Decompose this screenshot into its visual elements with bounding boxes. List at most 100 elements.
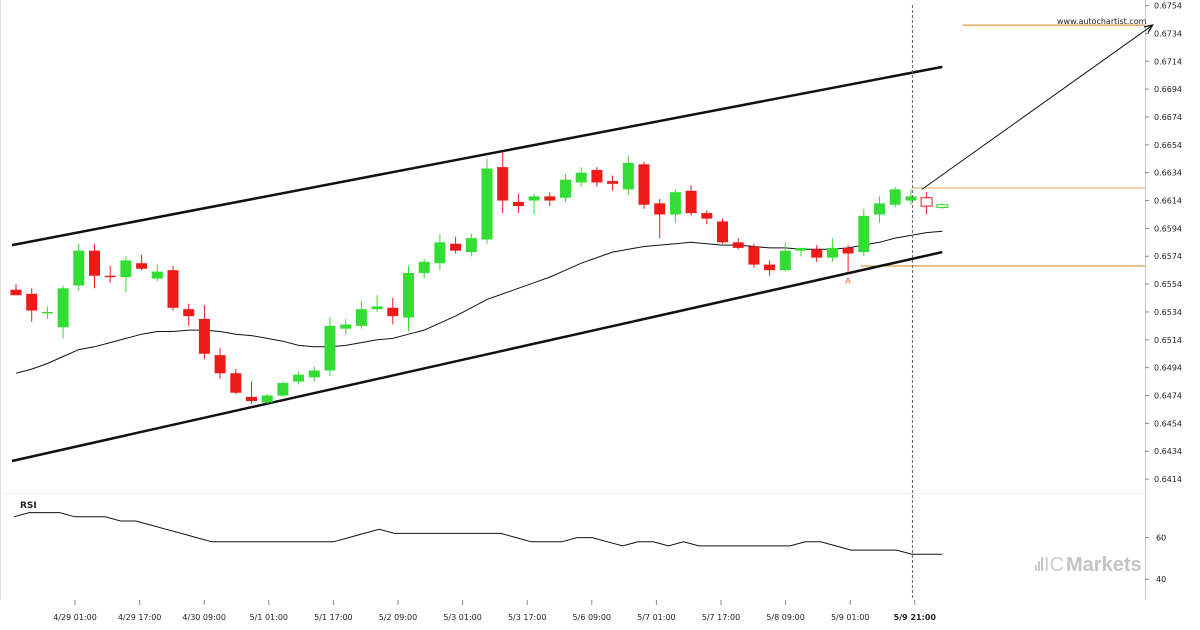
candle-body bbox=[403, 272, 414, 318]
y-tick-label: 0.6734 bbox=[1154, 29, 1182, 38]
y-tick-label: 0.6554 bbox=[1154, 280, 1182, 289]
candle-body bbox=[293, 374, 305, 382]
x-tick-label: 5/3 01:00 bbox=[443, 613, 481, 622]
y-tick-label: 0.6534 bbox=[1154, 308, 1182, 317]
candle-body bbox=[167, 270, 179, 308]
candle-body bbox=[717, 221, 728, 243]
rsi-line bbox=[13, 512, 943, 555]
candle-body bbox=[387, 307, 399, 317]
candle-body bbox=[528, 196, 540, 201]
candle-body bbox=[607, 181, 619, 184]
x-tick-label: 5/3 17:00 bbox=[508, 613, 546, 622]
y-tick-label: 0.6594 bbox=[1154, 224, 1182, 233]
candle-body bbox=[591, 169, 603, 183]
y-tick-label: 0.6694 bbox=[1154, 85, 1182, 94]
candle-body bbox=[795, 247, 807, 251]
y-tick-label: 0.6494 bbox=[1154, 364, 1182, 373]
candle-body bbox=[638, 164, 650, 205]
candle-body bbox=[261, 395, 273, 403]
y-tick-label: 0.6754 bbox=[1154, 2, 1182, 11]
candle-body bbox=[214, 355, 226, 374]
brand-logo-icon bbox=[1035, 565, 1037, 571]
brand-logo: IC Markets bbox=[1035, 554, 1142, 576]
candle-body bbox=[544, 196, 556, 201]
candle-body bbox=[418, 261, 430, 273]
brand-prefix: IC bbox=[1044, 554, 1064, 576]
y-tick-label: 0.6474 bbox=[1154, 392, 1182, 401]
y-tick-label: 0.6414 bbox=[1154, 475, 1182, 484]
candle-body bbox=[151, 271, 163, 279]
rsi-pane: RSI 60 40 bbox=[13, 501, 1166, 584]
y-tick-label: 0.6674 bbox=[1154, 113, 1182, 122]
watermark-url: www.autochartist.com bbox=[1057, 17, 1147, 26]
candle-body bbox=[669, 192, 681, 215]
pattern-point-label: A bbox=[845, 277, 851, 286]
x-tick-label: 4/30 09:00 bbox=[182, 613, 226, 622]
candle-body bbox=[779, 250, 791, 271]
candle-body bbox=[701, 213, 713, 219]
y-tick-label: 0.6454 bbox=[1154, 419, 1182, 428]
x-tick-label: 5/1 01:00 bbox=[250, 613, 288, 622]
candle-body bbox=[622, 162, 634, 190]
candle-body bbox=[246, 396, 257, 402]
x-tick-label: 5/9 21:00 bbox=[894, 613, 937, 622]
candle-body bbox=[936, 204, 949, 209]
candle-body bbox=[654, 203, 666, 215]
candle-body bbox=[481, 168, 493, 240]
x-tick-label: 5/1 17:00 bbox=[314, 613, 352, 622]
candle-body bbox=[340, 324, 352, 329]
candle-body bbox=[183, 309, 195, 317]
candle-body bbox=[811, 249, 823, 258]
target-arrow-head bbox=[1143, 24, 1154, 34]
candle-body bbox=[560, 179, 571, 198]
candle-body bbox=[324, 325, 336, 371]
rsi-tick-label: 40 bbox=[1156, 575, 1166, 584]
y-axis: 0.6754 0.6734 0.6714 0.6694 0.6674 0.6654 0.66… bbox=[1145, 2, 1182, 484]
candle-body bbox=[198, 318, 210, 354]
candle-body bbox=[889, 189, 901, 205]
candle-body bbox=[732, 242, 744, 248]
x-tick-label: 4/29 01:00 bbox=[53, 613, 97, 622]
x-tick-label: 5/7 01:00 bbox=[637, 613, 675, 622]
candle-body bbox=[355, 309, 367, 326]
candles: A bbox=[10, 151, 949, 404]
candle-body bbox=[89, 250, 100, 276]
moving-average-line bbox=[15, 230, 943, 374]
candle-body bbox=[575, 172, 587, 183]
candle-body bbox=[764, 264, 776, 271]
x-tick-label: 5/7 17:00 bbox=[702, 613, 740, 622]
candle-body bbox=[512, 201, 524, 207]
candle-body bbox=[10, 289, 22, 296]
candle-body bbox=[858, 215, 870, 253]
y-tick-label: 0.6714 bbox=[1154, 57, 1182, 66]
x-tick-label: 5/9 01:00 bbox=[831, 613, 869, 622]
y-tick-label: 0.6434 bbox=[1154, 447, 1182, 456]
channel-lower-line bbox=[11, 250, 943, 463]
target-arrow-shaft bbox=[921, 24, 1153, 190]
y-tick-label: 0.6614 bbox=[1154, 197, 1182, 206]
x-tick-label: 4/29 17:00 bbox=[118, 613, 162, 622]
candle-body bbox=[905, 196, 917, 201]
rsi-tick-label: 60 bbox=[1156, 534, 1166, 543]
x-axis: 4/29 01:00 4/29 17:00 4/30 09:00 5/1 01:00 5… bbox=[53, 600, 936, 622]
candle-body bbox=[26, 293, 38, 311]
candle-body bbox=[104, 275, 116, 278]
candle-body bbox=[450, 243, 462, 251]
candle-body bbox=[748, 246, 760, 265]
candle-body bbox=[874, 203, 885, 215]
y-tick-label: 0.6574 bbox=[1154, 252, 1182, 261]
candle-body bbox=[41, 311, 53, 314]
channel-upper-line bbox=[11, 65, 943, 247]
x-tick-label: 5/8 09:00 bbox=[766, 613, 804, 622]
moving-average bbox=[15, 230, 943, 374]
candle-body bbox=[277, 382, 289, 396]
channel-lines bbox=[11, 65, 943, 463]
y-tick-label: 0.6634 bbox=[1154, 169, 1182, 178]
candle-body bbox=[57, 288, 69, 328]
y-tick-label: 0.6654 bbox=[1154, 141, 1182, 150]
candle-body bbox=[842, 247, 854, 254]
candle-body bbox=[434, 242, 446, 264]
brand-name: Markets bbox=[1066, 554, 1142, 576]
